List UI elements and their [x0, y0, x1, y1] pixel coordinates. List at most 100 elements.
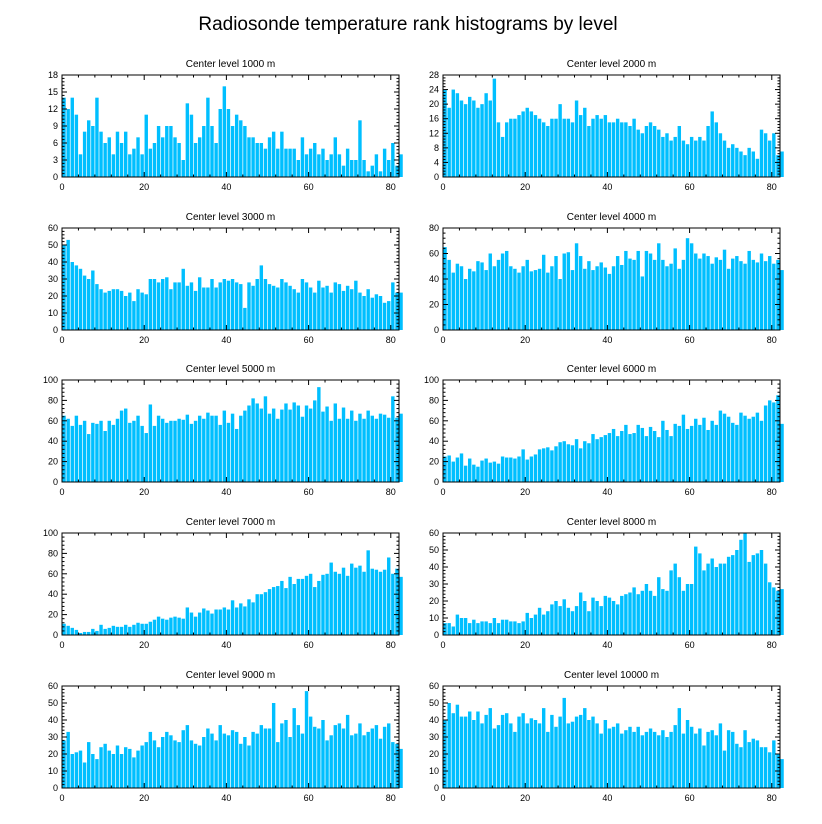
histogram-bar — [304, 154, 309, 177]
histogram-bar — [362, 296, 366, 330]
histogram-bar — [128, 422, 132, 482]
histogram-bar — [99, 289, 103, 330]
histogram-bar — [119, 754, 124, 788]
histogram-bar — [333, 403, 338, 482]
histogram-bar — [669, 570, 673, 635]
histogram-bar — [374, 725, 379, 788]
y-tick-label: 10 — [429, 766, 439, 776]
histogram-bar — [615, 604, 620, 635]
histogram-bar — [111, 424, 116, 482]
histogram-bar — [574, 716, 579, 788]
histogram-bar — [772, 587, 776, 635]
x-tick-label: 80 — [767, 640, 777, 650]
histogram-bar — [743, 155, 747, 177]
histogram-bar — [284, 720, 288, 788]
histogram-bar — [578, 448, 583, 482]
histogram-bar — [87, 120, 91, 177]
histogram-bar — [451, 461, 455, 482]
histogram-bar — [459, 618, 464, 635]
histogram-bar — [214, 740, 218, 788]
histogram-bar — [714, 735, 719, 788]
histogram-bar — [350, 563, 354, 635]
histogram-bar — [239, 743, 243, 788]
histogram-bar — [652, 126, 657, 177]
histogram-bar — [583, 708, 587, 788]
histogram-bar — [570, 122, 575, 177]
histogram-bar — [177, 143, 181, 177]
histogram-bar — [484, 93, 488, 177]
histogram-bar — [123, 624, 128, 635]
histogram-bar — [78, 424, 83, 482]
histogram-bar — [496, 463, 501, 482]
histogram-bar — [476, 711, 480, 788]
histogram-bar — [95, 423, 99, 482]
y-tick-label: 30 — [48, 274, 58, 284]
histogram-bar — [128, 154, 132, 177]
x-tick-label: 40 — [602, 182, 612, 192]
histogram-bar — [387, 723, 391, 788]
histogram-bar — [763, 261, 768, 330]
histogram-bar — [370, 165, 374, 177]
y-tick-label: 40 — [429, 715, 439, 725]
histogram-bar — [95, 284, 99, 330]
histogram-bar — [144, 433, 148, 482]
histogram-bar — [222, 733, 227, 788]
histogram-bar — [165, 422, 169, 482]
histogram-bar — [533, 270, 538, 330]
histogram-bar — [354, 733, 358, 788]
histogram-bar — [780, 270, 784, 330]
histogram-bar — [255, 403, 259, 482]
histogram-bar — [91, 628, 95, 635]
x-tick-label: 60 — [304, 335, 314, 345]
y-tick-label: 40 — [429, 274, 439, 284]
y-tick-label: 60 — [429, 249, 439, 259]
histogram-bar — [776, 259, 780, 330]
x-tick-label: 60 — [304, 793, 314, 803]
histogram-bar — [550, 714, 554, 788]
histogram-bar — [661, 136, 665, 177]
histogram-bar — [521, 713, 525, 788]
histogram-bar — [107, 290, 111, 330]
histogram-bar — [529, 456, 534, 482]
histogram-bar — [87, 631, 91, 635]
x-tick-label: 0 — [440, 640, 445, 650]
histogram-bar — [550, 266, 554, 330]
histogram-bar — [370, 297, 374, 330]
histogram-bar — [329, 292, 333, 330]
histogram-bar — [743, 415, 747, 482]
histogram-bar — [341, 407, 346, 482]
histogram-bar — [197, 137, 202, 177]
histogram-bar — [218, 725, 222, 788]
y-tick-label: 60 — [48, 416, 58, 426]
histogram-bar — [763, 405, 768, 482]
histogram-bar — [189, 114, 194, 177]
histogram-bar — [759, 550, 764, 635]
histogram-bar — [66, 418, 70, 482]
histogram-bar — [243, 410, 247, 482]
histogram-bar — [313, 292, 317, 330]
histogram-bar — [366, 731, 370, 788]
histogram-bar — [685, 238, 690, 330]
histogram-bar — [500, 714, 505, 788]
histogram-bar — [111, 625, 116, 635]
histogram-bar — [488, 100, 492, 177]
y-tick-label: 50 — [48, 240, 58, 250]
histogram-bar — [640, 276, 645, 330]
histogram-bar — [743, 263, 747, 330]
histogram-bar — [267, 137, 272, 177]
histogram-bar — [280, 723, 284, 788]
histogram-bar — [66, 109, 70, 177]
y-tick-label: 8 — [434, 143, 439, 153]
histogram-bar — [480, 723, 484, 788]
histogram-bar — [710, 558, 714, 635]
x-tick-label: 40 — [221, 182, 231, 192]
histogram-bar — [82, 631, 87, 635]
histogram-bar — [665, 133, 669, 177]
histogram-bar — [160, 137, 165, 177]
histogram-bar — [226, 422, 231, 482]
histogram-bar — [197, 612, 202, 635]
histogram-bar — [140, 623, 144, 635]
histogram-bar — [136, 622, 140, 635]
histogram-bar — [136, 750, 140, 788]
histogram-bar — [541, 708, 546, 788]
